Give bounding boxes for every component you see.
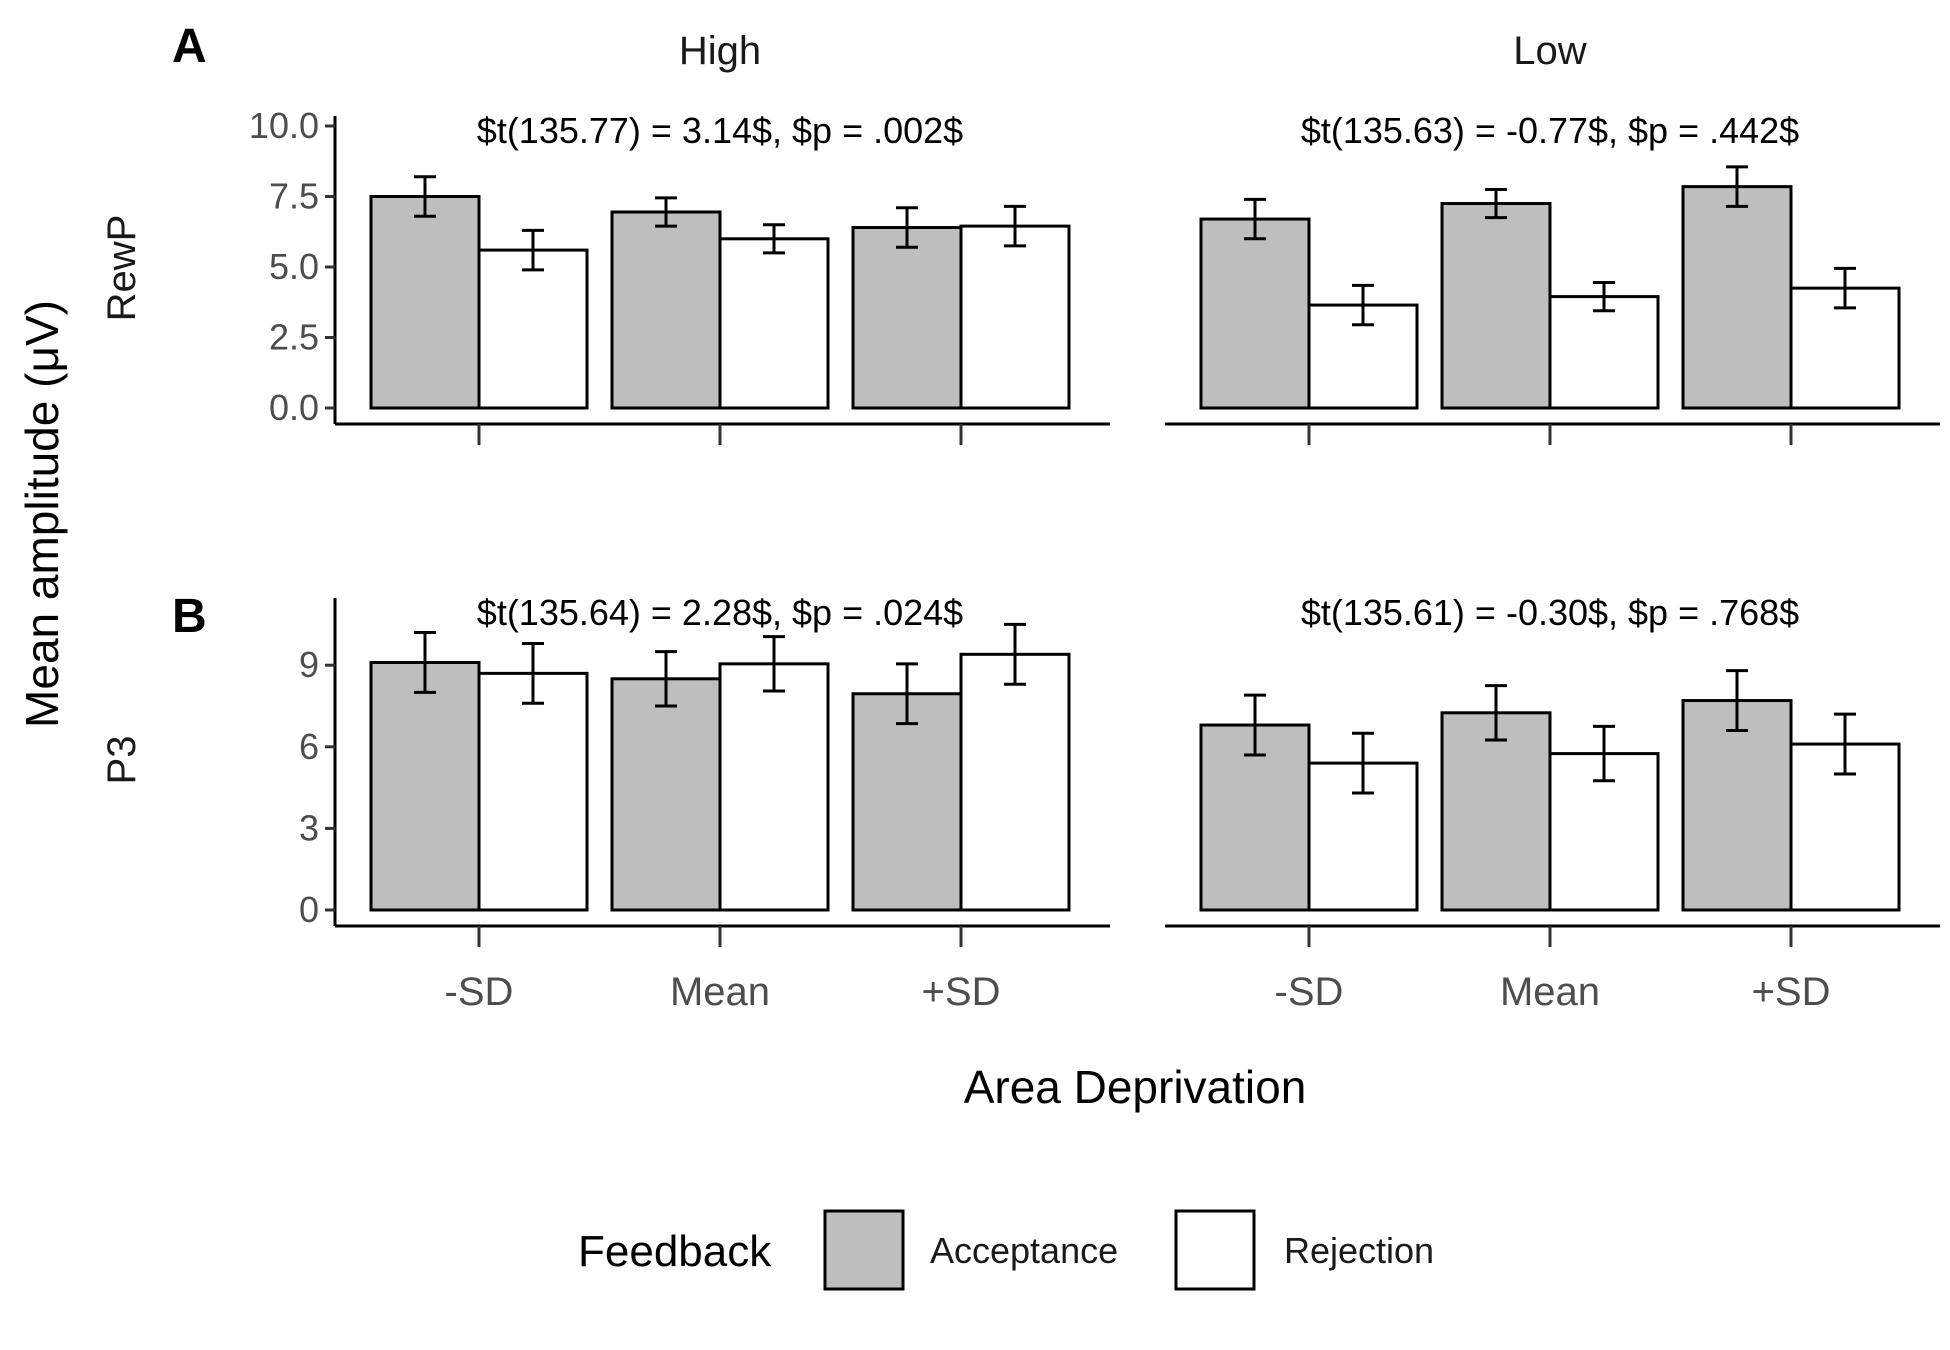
legend-swatch-acceptance — [823, 1209, 905, 1291]
plot-area: 0.0 2.5 5.0 7.5 10.0 $t(135.77) = 3.14$, $p =… — [249, 105, 1940, 1014]
bar-r1-c0-rejection-1 — [718, 662, 830, 912]
bar-r1-c0-acceptance-0 — [369, 660, 481, 912]
y-tick-label-r1-c0-3: 9 — [299, 644, 319, 685]
strip-label-low: Low — [1513, 29, 1586, 73]
panel-letter-b: B — [172, 590, 207, 643]
bar-r0-c0-rejection-1 — [718, 237, 830, 410]
x-tick-label-c0-1: Mean — [670, 970, 770, 1014]
bar-r1-c0-rejection-2 — [959, 652, 1071, 912]
legend-title: Feedback — [578, 1227, 772, 1276]
bar-r0-c0-rejection-2 — [959, 224, 1071, 410]
y-tick-label-r0-c0-3: 7.5 — [269, 176, 319, 217]
bar-r0-c0-acceptance-2 — [851, 226, 963, 410]
y-tick-label-r0-c0-2: 5.0 — [269, 246, 319, 287]
legend: Feedback Acceptance Rejection — [578, 1209, 1434, 1291]
bar-r1-c1-acceptance-2 — [1681, 699, 1793, 912]
annotation-r1-c0: $t(135.64) = 2.28$, $p = .024$ — [477, 592, 963, 633]
bar-r0-c0-acceptance-0 — [369, 195, 481, 410]
bar-r0-c1-acceptance-2 — [1681, 185, 1793, 410]
row-label-p3: P3 — [100, 736, 144, 785]
panel-letter-a: A — [172, 20, 207, 73]
strip-label-high: High — [679, 29, 761, 73]
annotation-r1-c1: $t(135.61) = -0.30$, $p = .768$ — [1301, 592, 1799, 633]
legend-swatch-rejection — [1174, 1209, 1256, 1291]
y-axis-title: Mean amplitude (μV) — [16, 300, 68, 728]
bar-r0-c0-rejection-0 — [477, 248, 589, 410]
y-tick-label-r0-c0-4: 10.0 — [249, 105, 319, 146]
bar-r0-c1-rejection-1 — [1548, 295, 1660, 410]
y-tick-label-r1-c0-1: 3 — [299, 807, 319, 848]
y-tick-label-r0-c0-1: 2.5 — [269, 317, 319, 358]
x-tick-label-c0-0: -SD — [445, 970, 514, 1014]
bar-r1-c0-rejection-0 — [477, 671, 589, 912]
bar-r1-c1-acceptance-1 — [1440, 711, 1552, 912]
y-tick-label-r0-c0-0: 0.0 — [269, 387, 319, 428]
x-tick-label-c1-1: Mean — [1500, 970, 1600, 1014]
x-tick-label-c1-0: -SD — [1275, 970, 1344, 1014]
bar-r0-c0-acceptance-1 — [610, 210, 722, 410]
bar-r0-c1-acceptance-0 — [1199, 217, 1311, 410]
x-tick-label-c0-2: +SD — [922, 970, 1001, 1014]
x-tick-label-c1-2: +SD — [1752, 970, 1831, 1014]
bar-r1-c0-acceptance-1 — [610, 677, 722, 912]
annotation-r0-c0: $t(135.77) = 3.14$, $p = .002$ — [477, 110, 963, 151]
bar-r1-c0-acceptance-2 — [851, 692, 963, 912]
row-label-rewp: RewP — [100, 215, 144, 322]
legend-label-acceptance: Acceptance — [930, 1230, 1118, 1271]
x-axis-title: Area Deprivation — [964, 1061, 1307, 1113]
bar-r0-c1-acceptance-1 — [1440, 202, 1552, 410]
y-tick-label-r1-c0-0: 0 — [299, 889, 319, 930]
annotation-r0-c1: $t(135.63) = -0.77$, $p = .442$ — [1301, 110, 1799, 151]
legend-label-rejection: Rejection — [1284, 1230, 1434, 1271]
y-tick-label-r1-c0-2: 6 — [299, 726, 319, 767]
